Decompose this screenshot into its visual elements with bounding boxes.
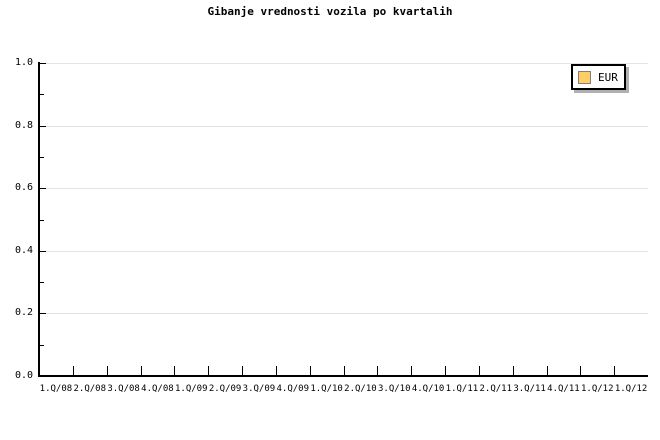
- x-axis-tick: [580, 366, 582, 375]
- y-axis-minor-tick: [40, 344, 44, 346]
- y-axis-tick-label: 0.2: [14, 307, 33, 319]
- x-axis-tick: [512, 366, 514, 375]
- y-axis-tick-label: 0.0: [14, 370, 33, 381]
- y-axis-line: [38, 62, 40, 377]
- x-axis-tick-label: 1.Q/12: [614, 384, 648, 394]
- x-axis-tick: [411, 366, 413, 375]
- x-axis-tick: [208, 366, 210, 375]
- x-axis-tick-label: 4.Q/09: [276, 384, 310, 394]
- y-axis-tick: [40, 376, 46, 377]
- x-axis-tick-label: 2.Q/09: [208, 384, 242, 394]
- x-axis-tick-label: 3.Q/09: [242, 384, 276, 394]
- x-axis-tick-label: 2.Q/11: [479, 384, 513, 394]
- legend-swatch-icon: [578, 70, 591, 84]
- x-axis-tick-label: 4.Q/08: [141, 384, 174, 394]
- x-axis-tick: [106, 366, 108, 375]
- x-axis-tick-label: 1.Q/08: [39, 384, 73, 394]
- x-axis-line: [38, 375, 648, 377]
- x-axis-tick: [546, 366, 548, 375]
- x-axis-tick: [39, 366, 40, 375]
- legend-label: EUR: [598, 70, 618, 84]
- x-axis-tick: [309, 366, 311, 375]
- x-axis-tick: [174, 366, 176, 375]
- x-axis-tick: [72, 366, 74, 375]
- x-axis-tick-label: 1.Q/12: [580, 384, 614, 394]
- gridline-horizontal: [39, 125, 648, 127]
- gridline-horizontal: [39, 250, 648, 252]
- y-axis-tick-label: 0.8: [14, 119, 33, 131]
- chart-title: Gibanje vrednosti vozila po kvartalih: [207, 5, 453, 18]
- x-axis-tick-label: 3.Q/08: [107, 384, 140, 394]
- x-axis-tick: [445, 366, 446, 375]
- y-axis-tick: [40, 125, 46, 127]
- gridline-horizontal: [39, 63, 648, 64]
- y-axis-minor-tick: [40, 282, 44, 284]
- y-axis-tick-label: 0.4: [14, 244, 33, 256]
- y-axis-minor-tick: [40, 156, 44, 158]
- x-axis-tick: [478, 366, 480, 375]
- y-axis-tick: [40, 63, 46, 64]
- x-axis-tick-label: 4.Q/11: [547, 384, 580, 394]
- x-axis-tick-label: 1.Q/11: [445, 384, 479, 394]
- x-axis-tick-label: 3.Q/10: [377, 384, 411, 394]
- legend: EUR: [571, 64, 626, 90]
- y-axis-tick-label: 1.0: [14, 57, 33, 68]
- gridline-horizontal: [39, 313, 648, 315]
- x-axis-tick: [140, 366, 142, 375]
- plot-area: [39, 63, 648, 376]
- x-axis-tick-label: 3.Q/11: [513, 384, 546, 394]
- y-axis-tick-label: 0.6: [14, 182, 33, 194]
- x-axis-tick-label: 1.Q/10: [310, 384, 343, 394]
- x-axis-tick: [275, 366, 277, 375]
- y-axis-tick: [40, 250, 46, 252]
- y-axis-minor-tick: [40, 94, 44, 96]
- gridline-horizontal: [39, 188, 648, 190]
- x-axis-tick-label: 2.Q/08: [73, 384, 107, 394]
- x-axis-tick-label: 1.Q/09: [174, 384, 208, 394]
- y-axis-minor-tick: [40, 219, 44, 221]
- y-axis-tick: [40, 313, 46, 315]
- x-axis-tick-label: 4.Q/10: [411, 384, 445, 394]
- x-axis-tick: [377, 366, 379, 375]
- x-axis-tick: [242, 366, 243, 375]
- x-axis-tick: [343, 366, 345, 375]
- x-axis-tick: [614, 366, 616, 375]
- y-axis-tick: [40, 188, 46, 190]
- x-axis-tick-label: 2.Q/10: [344, 384, 377, 394]
